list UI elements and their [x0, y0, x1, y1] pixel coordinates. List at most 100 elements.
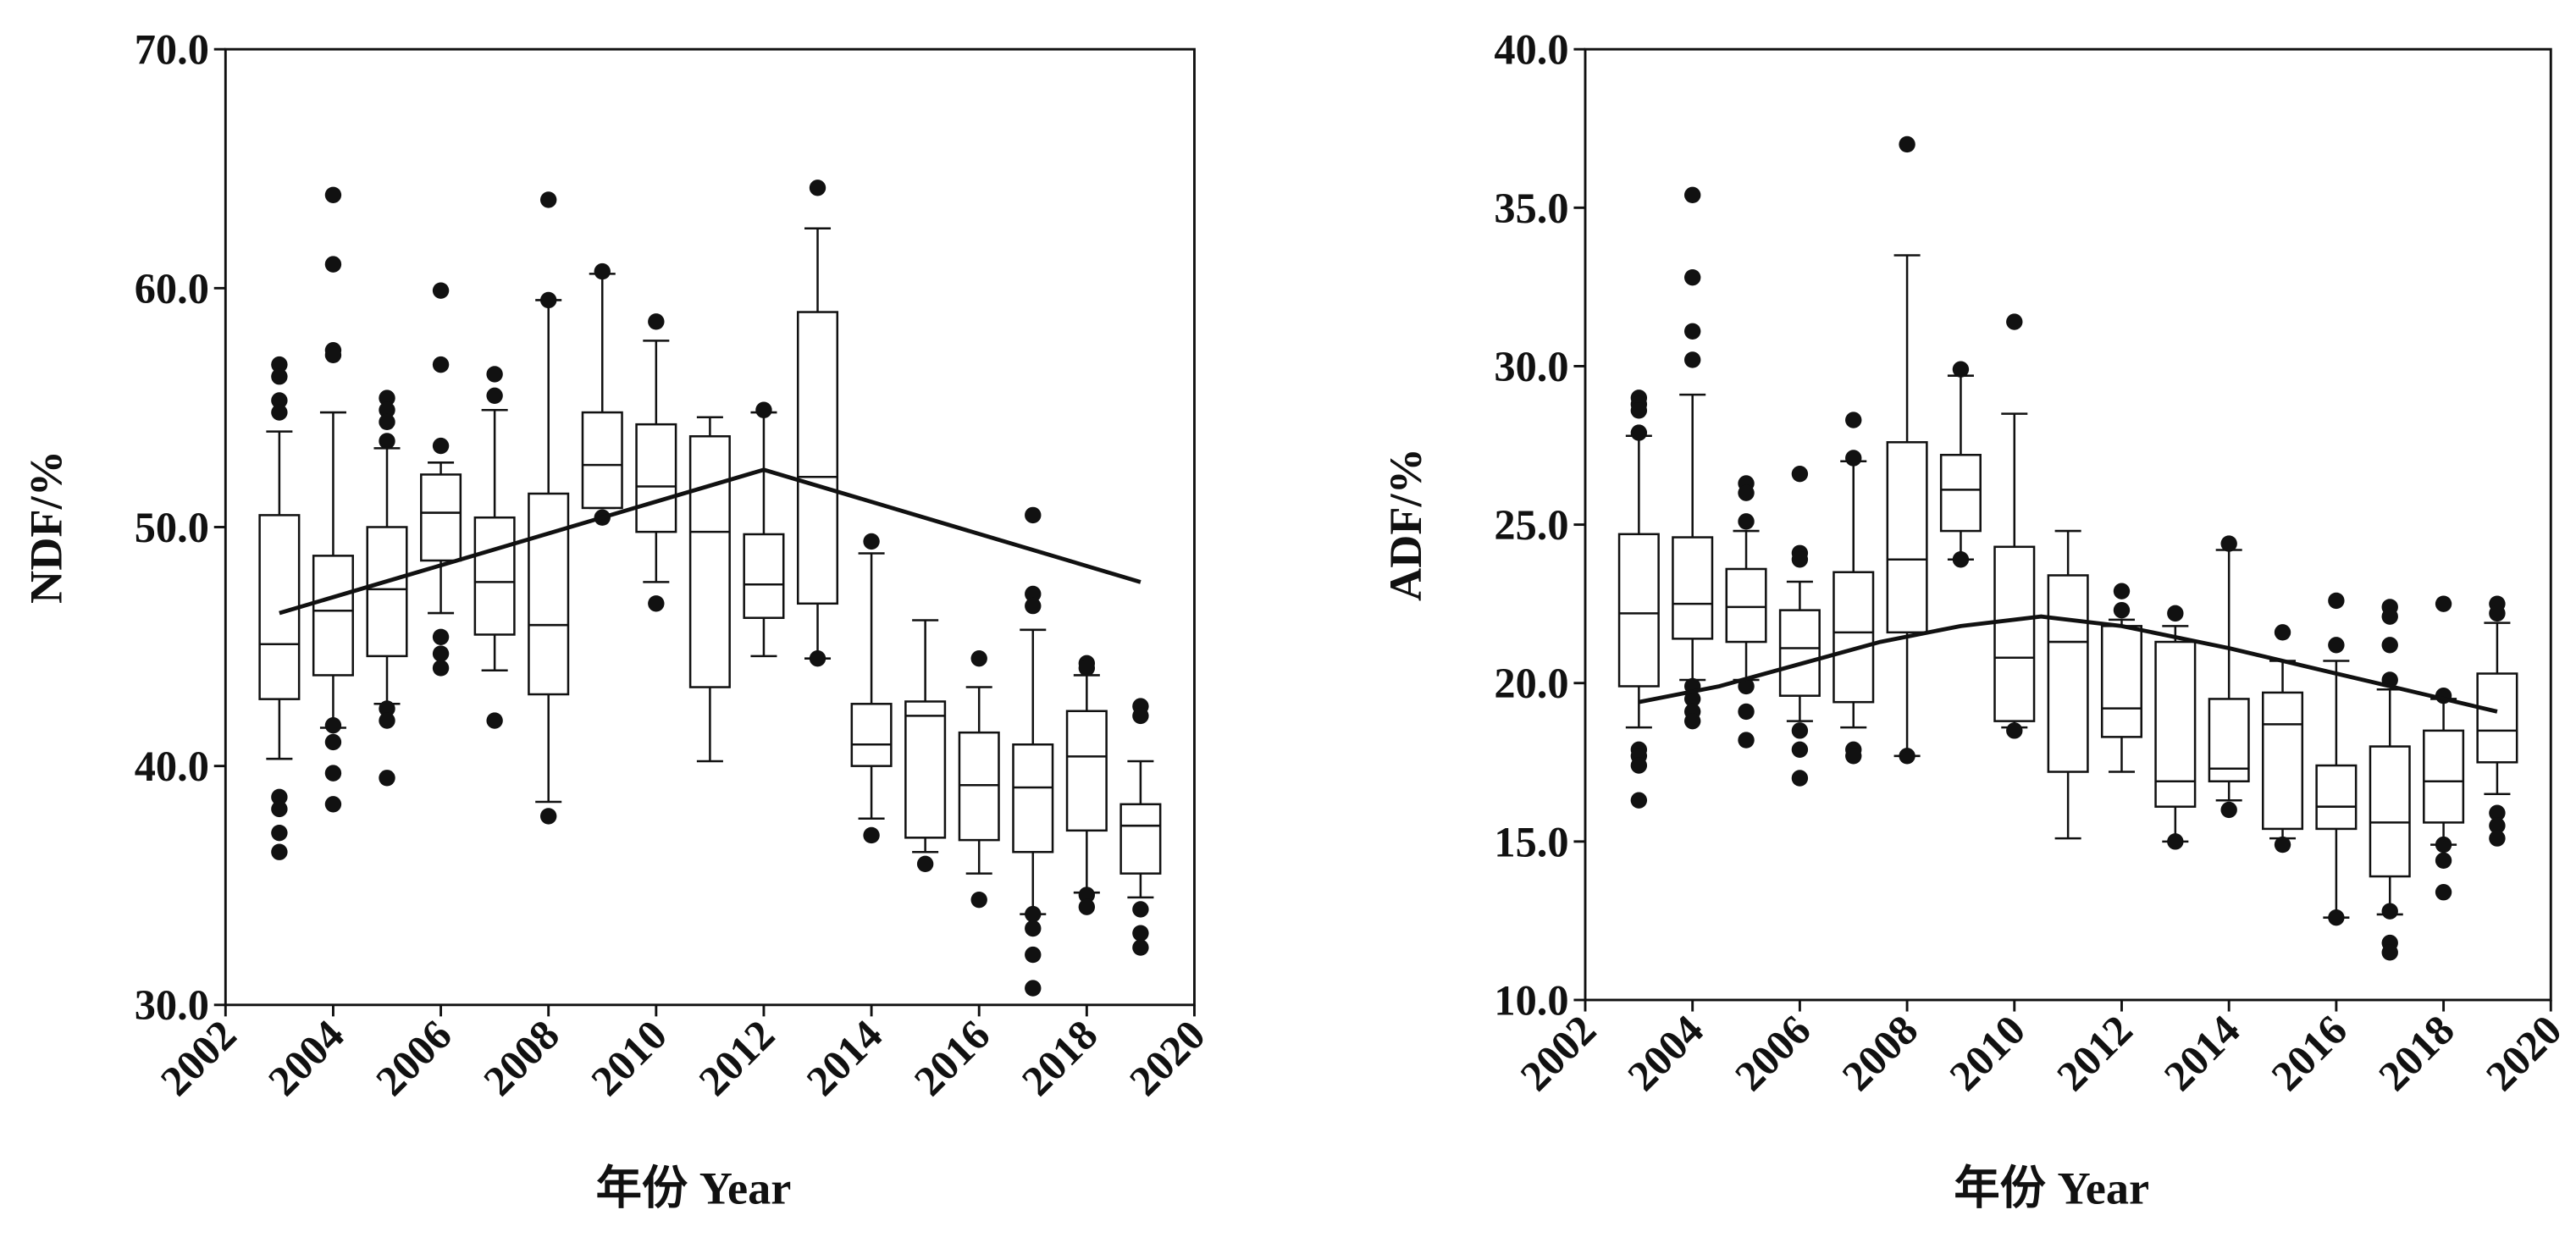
- box-iqr: [1065, 710, 1108, 832]
- box-2012: [743, 401, 785, 658]
- trend-line: [279, 467, 1142, 616]
- outlier-point: [486, 712, 503, 729]
- box-2004: [312, 186, 354, 813]
- box-2012: [2100, 583, 2143, 773]
- outlier-point: [2435, 595, 2452, 612]
- box-2019: [2476, 595, 2518, 847]
- x-tick-label: 2004: [259, 1011, 353, 1105]
- box-iqr: [1119, 803, 1162, 875]
- outlier-point: [2328, 909, 2345, 926]
- outlier-point: [2220, 801, 2237, 819]
- outlier-point: [1078, 898, 1096, 915]
- outlier-point: [1791, 722, 1809, 739]
- box-iqr: [1617, 533, 1660, 688]
- x-tick-label: 2014: [2155, 1006, 2249, 1100]
- y-tick-label: 40.0: [135, 743, 209, 790]
- outlier-point: [432, 645, 450, 662]
- outlier-point: [1132, 901, 1149, 918]
- outlier-point: [1791, 551, 1809, 568]
- outlier-point: [2167, 605, 2184, 622]
- plot-frame: [224, 47, 1196, 1007]
- outlier-point: [1684, 690, 1701, 708]
- box-iqr: [850, 703, 893, 767]
- outlier-point: [755, 401, 772, 418]
- box-2013: [2154, 605, 2197, 850]
- box-2006: [420, 282, 462, 677]
- outlier-point: [1845, 748, 1862, 765]
- outlier-point: [271, 824, 288, 842]
- outlier-point: [2381, 637, 2398, 654]
- box-2011: [2047, 529, 2089, 840]
- outlier-point: [1738, 732, 1755, 749]
- outlier-point: [1845, 450, 1862, 467]
- outlier-point: [379, 401, 395, 418]
- outlier-point: [486, 387, 503, 405]
- outlier-point: [1899, 748, 1915, 765]
- box-2003: [1617, 389, 1660, 809]
- y-tick-label: 20.0: [1494, 660, 1568, 707]
- box-2007: [1832, 412, 1875, 765]
- box-iqr: [2423, 729, 2465, 824]
- box-iqr: [2315, 764, 2358, 831]
- outlier-point: [1791, 741, 1809, 759]
- outlier-point: [271, 788, 288, 806]
- outlier-point: [2489, 804, 2506, 821]
- box-2018: [2423, 595, 2465, 901]
- outlier-point: [324, 346, 342, 364]
- y-tick-label: 70.0: [135, 26, 209, 74]
- box-iqr: [1993, 545, 2036, 722]
- box-iqr: [2154, 640, 2197, 808]
- outlier-point: [1630, 402, 1648, 419]
- y-axis-label: ADF/%: [1380, 448, 1431, 601]
- outlier-point: [2113, 601, 2131, 619]
- box-iqr: [312, 555, 354, 677]
- outlier-point: [379, 413, 395, 431]
- outlier-point: [432, 282, 450, 299]
- box-2015: [2261, 624, 2304, 854]
- outlier-point: [271, 800, 288, 818]
- outlier-point: [1630, 424, 1648, 441]
- x-tick-label: 2012: [689, 1011, 783, 1105]
- outlier-point: [2328, 592, 2345, 610]
- box-2004: [1672, 186, 1714, 730]
- box-2016: [958, 649, 1000, 909]
- outlier-point: [2220, 535, 2237, 552]
- y-tick-label: 60.0: [135, 265, 209, 312]
- box-2016: [2315, 592, 2358, 926]
- outlier-point: [1738, 703, 1755, 721]
- outlier-point: [379, 700, 395, 717]
- box-iqr: [528, 492, 570, 696]
- outlier-point: [379, 770, 395, 787]
- box-iqr: [2369, 745, 2411, 878]
- outlier-point: [1738, 677, 1755, 695]
- outlier-point: [2489, 817, 2506, 834]
- x-tick-label: 2008: [474, 1011, 568, 1105]
- box-2008: [528, 191, 570, 825]
- outlier-point: [1738, 513, 1755, 530]
- y-tick-label: 25.0: [1494, 501, 1568, 549]
- outlier-point: [324, 186, 342, 203]
- box-iqr: [366, 526, 408, 658]
- box-2011: [688, 416, 731, 763]
- outlier-point: [324, 733, 342, 751]
- outlier-point: [1899, 135, 1915, 153]
- box-iqr: [2100, 625, 2143, 738]
- outlier-point: [2435, 836, 2452, 854]
- x-tick-label: 2012: [2048, 1006, 2142, 1100]
- outlier-point: [1132, 925, 1149, 942]
- outlier-point: [379, 712, 395, 729]
- x-tick-label: 2014: [797, 1011, 891, 1105]
- box-iqr: [1939, 453, 1982, 533]
- box-2006: [1778, 466, 1821, 787]
- outlier-point: [1025, 506, 1042, 524]
- x-tick-label: 2004: [1618, 1006, 1712, 1100]
- box-iqr: [2476, 672, 2518, 764]
- outlier-point: [2381, 608, 2398, 625]
- box-iqr: [688, 435, 731, 688]
- box-iqr: [958, 731, 1000, 842]
- outlier-point: [1684, 712, 1701, 730]
- x-tick-label: 2018: [2369, 1006, 2463, 1100]
- outlier-point: [1025, 585, 1042, 603]
